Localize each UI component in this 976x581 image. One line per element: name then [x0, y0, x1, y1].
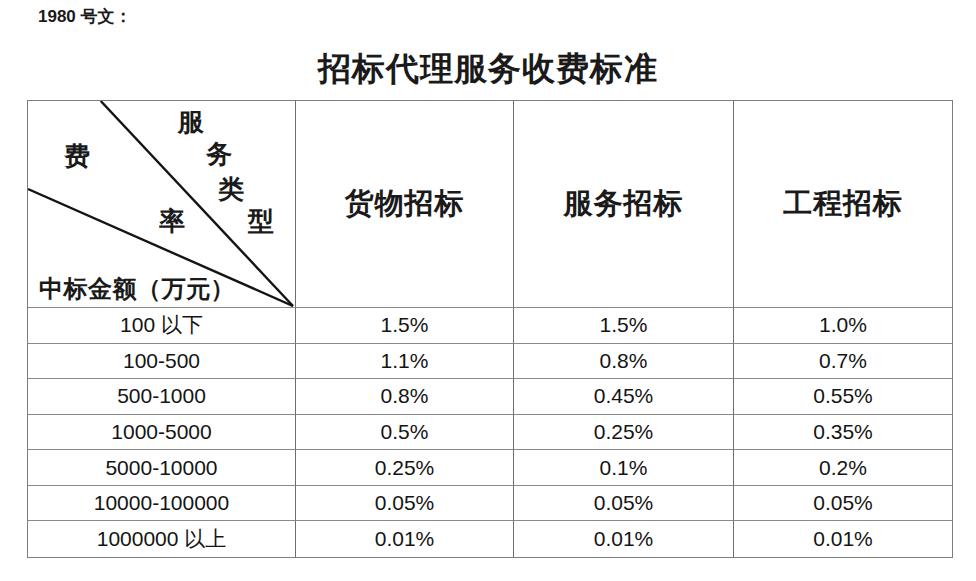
- fee-table: 服 务 类 型 费 率 中标金额（万元） 货物招标 服务招标 工程招标 100 …: [27, 100, 953, 558]
- rate-cell: 1.1%: [296, 344, 514, 380]
- rate-cell: 1.0%: [734, 308, 952, 344]
- rate-cell: 0.45%: [514, 379, 734, 415]
- rate-cell: 0.8%: [514, 344, 734, 380]
- rate-cell: 1.5%: [514, 308, 734, 344]
- rate-cell: 0.1%: [514, 450, 734, 486]
- column-header-goods: 货物招标: [296, 101, 514, 308]
- corner-rate-char: 率: [159, 209, 185, 235]
- rate-cell: 1.5%: [296, 308, 514, 344]
- rate-cell: 0.2%: [734, 450, 952, 486]
- rate-cell: 0.5%: [296, 415, 514, 451]
- page-title: 招标代理服务收费标准: [0, 47, 976, 92]
- rate-cell: 0.7%: [734, 344, 952, 380]
- column-header-services: 服务招标: [514, 101, 734, 308]
- table-corner-cell: 服 务 类 型 费 率 中标金额（万元）: [28, 101, 296, 308]
- amount-cell: 1000-5000: [28, 415, 296, 451]
- rate-cell: 0.55%: [734, 379, 952, 415]
- document-ref-label: 1980 号文：: [38, 5, 132, 28]
- corner-service-type-char: 类: [218, 177, 244, 203]
- rate-cell: 0.05%: [734, 486, 952, 522]
- amount-cell: 100-500: [28, 344, 296, 380]
- rate-cell: 0.25%: [514, 415, 734, 451]
- corner-service-type-char: 服: [178, 110, 204, 136]
- corner-rate-char: 费: [64, 144, 90, 170]
- corner-amount-label: 中标金额（万元）: [39, 273, 235, 305]
- amount-cell: 100 以下: [28, 308, 296, 344]
- amount-cell: 5000-10000: [28, 450, 296, 486]
- column-header-engineering: 工程招标: [734, 101, 952, 308]
- rate-cell: 0.01%: [296, 521, 514, 557]
- rate-cell: 0.01%: [734, 521, 952, 557]
- corner-service-type-char: 型: [248, 209, 274, 235]
- amount-cell: 10000-100000: [28, 486, 296, 522]
- amount-cell: 1000000 以上: [28, 521, 296, 557]
- rate-cell: 0.05%: [514, 486, 734, 522]
- rate-cell: 0.25%: [296, 450, 514, 486]
- rate-cell: 0.05%: [296, 486, 514, 522]
- rate-cell: 0.8%: [296, 379, 514, 415]
- corner-service-type-char: 务: [206, 142, 232, 168]
- rate-cell: 0.01%: [514, 521, 734, 557]
- amount-cell: 500-1000: [28, 379, 296, 415]
- rate-cell: 0.35%: [734, 415, 952, 451]
